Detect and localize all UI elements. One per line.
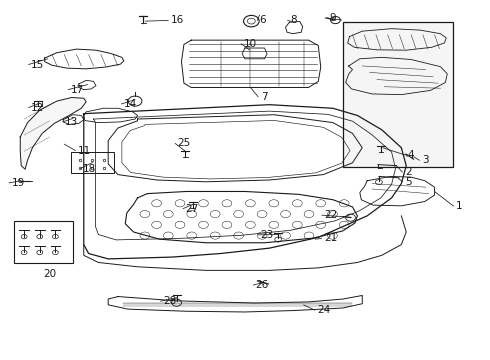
Text: 6: 6 [260,15,266,26]
Text: 27: 27 [185,204,198,214]
Text: 13: 13 [65,117,78,127]
Text: 9: 9 [330,13,336,23]
Text: 5: 5 [405,177,412,187]
Text: 17: 17 [71,85,84,95]
Text: 20: 20 [43,269,56,279]
Text: 25: 25 [177,139,191,148]
Text: 10: 10 [244,39,257,49]
Text: 15: 15 [31,59,44,69]
Text: 7: 7 [261,92,267,102]
Text: 4: 4 [407,150,414,160]
Text: 19: 19 [11,178,24,188]
Text: 26: 26 [256,280,269,290]
Text: 23: 23 [261,230,274,240]
Text: 14: 14 [124,99,137,109]
Text: 21: 21 [324,233,338,243]
Text: 18: 18 [83,163,96,174]
Text: 28: 28 [163,296,176,306]
Text: 3: 3 [422,155,428,165]
Text: 22: 22 [324,210,338,220]
Text: 8: 8 [290,15,296,26]
Bar [71,152,114,173]
Text: 16: 16 [171,15,184,26]
Polygon shape [20,98,86,169]
Text: 11: 11 [78,145,91,156]
Text: 2: 2 [405,167,412,177]
Bar [14,221,73,263]
Text: 24: 24 [318,305,331,315]
Bar [343,22,453,167]
Text: 1: 1 [456,201,463,211]
Text: 12: 12 [31,103,44,113]
